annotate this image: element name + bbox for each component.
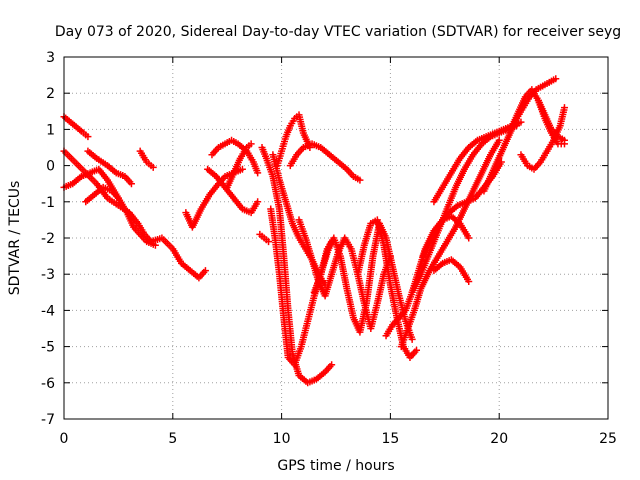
x-tick-label: 15	[381, 431, 399, 447]
data-point	[413, 346, 421, 354]
y-tick-label: 2	[46, 86, 55, 102]
data-point	[84, 133, 92, 141]
x-tick-label: 20	[490, 431, 508, 447]
y-tick-label: 3	[46, 50, 55, 66]
series-23	[419, 158, 505, 260]
data-points	[60, 75, 568, 387]
series-17	[310, 220, 416, 343]
plot-frame	[63, 56, 609, 420]
chart-title: Day 073 of 2020, Sidereal Day-to-day VTE…	[55, 24, 621, 40]
data-point	[247, 140, 255, 148]
series-1	[60, 147, 209, 282]
series-6	[182, 165, 246, 231]
data-point	[495, 136, 503, 144]
series-20	[397, 136, 503, 351]
y-tick-label: -6	[41, 376, 55, 392]
series-2	[60, 165, 159, 249]
y-tick-label: -5	[41, 340, 55, 356]
series-4	[82, 183, 122, 206]
series-9	[223, 140, 255, 191]
y-tick-label: -4	[41, 303, 55, 319]
data-point	[560, 104, 568, 112]
axis-ticks: 0 5 10 15 20 25 -7 -6 -5 -4 -3 -2 -1 0 1 2 3	[41, 50, 617, 447]
series-0	[60, 113, 92, 141]
data-point	[517, 118, 525, 126]
series-3	[84, 147, 135, 188]
x-tick-label: 0	[60, 431, 69, 447]
series-14	[286, 140, 364, 184]
series-28	[534, 96, 568, 148]
y-tick-label: -3	[41, 267, 55, 283]
data-point	[127, 180, 135, 188]
data-point	[254, 169, 262, 177]
y-axis-label: SDTVAR / TECUs	[7, 181, 23, 296]
data-point	[465, 277, 473, 285]
data-point	[201, 267, 209, 275]
x-tick-label: 25	[599, 431, 617, 447]
data-point	[408, 335, 416, 343]
y-tick-label: -2	[41, 231, 55, 247]
data-point	[560, 140, 568, 148]
data-point	[114, 194, 122, 202]
y-tick-label: 1	[46, 122, 55, 138]
series-26	[508, 86, 568, 144]
series-5	[136, 147, 157, 171]
series-10	[258, 144, 336, 387]
series-24	[430, 256, 473, 285]
series-11	[256, 230, 273, 246]
series-27	[517, 104, 568, 173]
data-point	[465, 234, 473, 242]
data-point	[552, 75, 560, 83]
data-point	[149, 163, 157, 171]
series-7	[204, 165, 262, 217]
data-point	[254, 198, 262, 206]
y-tick-label: -1	[41, 195, 55, 211]
data-point	[328, 361, 336, 369]
x-axis-label: GPS time / hours	[277, 458, 394, 474]
y-tick-label: 0	[46, 159, 55, 175]
y-tick-label: -7	[41, 412, 55, 428]
data-point	[238, 165, 246, 173]
x-tick-label: 10	[273, 431, 291, 447]
x-tick-label: 5	[168, 431, 177, 447]
data-point	[151, 241, 159, 249]
data-point	[265, 238, 273, 246]
data-point	[356, 176, 364, 184]
